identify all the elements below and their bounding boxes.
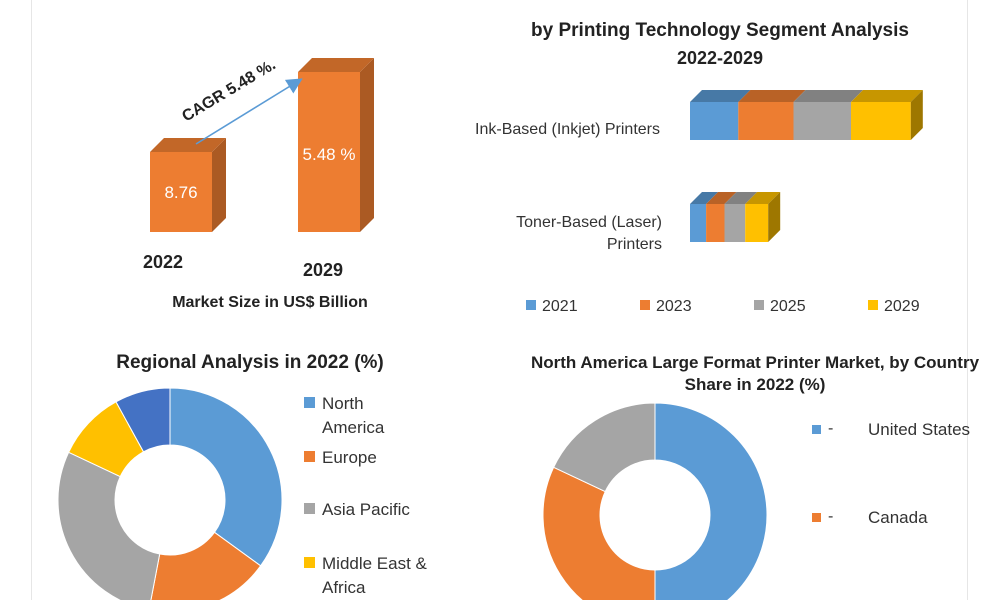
market-size-xlabel: Market Size in US$ Billion xyxy=(172,294,368,311)
x-tick-label-2029: 2029 xyxy=(303,260,343,280)
segment-title: by Printing Technology Segment Analysis xyxy=(531,20,909,41)
bar-2029 xyxy=(298,72,360,232)
regional-legend-item: Europe xyxy=(304,446,377,470)
bar-laser-2025 xyxy=(724,204,746,242)
bar-side-2022 xyxy=(212,138,226,232)
legend-label-2023: 2023 xyxy=(656,298,692,315)
bar-inkjet-2029 xyxy=(851,102,911,140)
legend-label-2025: 2025 xyxy=(770,298,806,315)
bar-top-inkjet-2021 xyxy=(690,90,751,102)
legend-label: Canada xyxy=(868,508,928,527)
x-tick-label-2022: 2022 xyxy=(143,252,183,272)
legend-swatch-2029 xyxy=(868,300,878,310)
bar-top-inkjet-2025 xyxy=(793,90,863,102)
bar-inkjet-2023 xyxy=(738,102,794,140)
country-donut-chart xyxy=(542,402,768,600)
legend-swatch xyxy=(812,513,821,522)
country-slice-2 xyxy=(552,402,656,493)
cagr-annotation: CAGR 5.48 %. xyxy=(179,56,278,125)
bar-data-label-2029: 5.48 % xyxy=(303,145,356,164)
regional-title: Regional Analysis in 2022 (%) xyxy=(116,352,384,373)
bar-laser-2021 xyxy=(690,204,707,242)
regional-slice-1 xyxy=(150,531,262,600)
regional-donut-chart xyxy=(57,387,283,600)
legend-label: Europe xyxy=(322,448,377,467)
legend-label: North America xyxy=(322,394,385,437)
bar-top-2029 xyxy=(298,58,374,72)
bar-side-2029 xyxy=(360,58,374,232)
regional-slice-0 xyxy=(169,387,283,567)
legend-label-2021: 2021 xyxy=(542,298,578,315)
legend-label: Asia Pacific xyxy=(322,500,410,519)
legend-label: United States xyxy=(868,420,971,439)
legend-marker: - xyxy=(828,508,834,525)
regional-panel: Regional Analysis in 2022 (%) North Ameri… xyxy=(0,340,500,600)
bar-top-laser-2025 xyxy=(724,192,758,204)
regional-legend-item: Middle East & Africa xyxy=(304,552,427,600)
category-label-laser-0: Toner-Based (Laser) xyxy=(516,214,662,231)
regional-slice-2 xyxy=(57,451,161,600)
legend-swatch xyxy=(812,425,821,434)
category-label-laser-1: Printers xyxy=(607,236,662,253)
legend-label-2029: 2029 xyxy=(884,298,920,315)
country-title-text: North America Large Format Printer Marke… xyxy=(530,353,980,394)
bar-top-laser-2029 xyxy=(745,192,781,204)
regional-legend-item: Asia Pacific xyxy=(304,498,410,522)
legend-swatch xyxy=(304,451,315,462)
bar-inkjet-2021 xyxy=(690,102,739,140)
legend-swatch-2025 xyxy=(754,300,764,310)
legend-marker: - xyxy=(828,420,834,437)
country-slice-0 xyxy=(654,402,768,600)
legend-swatch-2021 xyxy=(526,300,536,310)
country-slice-1 xyxy=(542,466,656,600)
country-legend-item: - United States xyxy=(812,420,970,440)
bar-end-inkjet xyxy=(910,90,923,140)
bar-top-laser-2021 xyxy=(690,192,719,204)
regional-legend-item: North America xyxy=(304,392,384,440)
legend-label: Middle East & Africa xyxy=(322,554,427,597)
bar-end-laser xyxy=(768,192,781,242)
legend-swatch xyxy=(304,397,315,408)
country-title: North America Large Format Printer Marke… xyxy=(530,352,980,396)
segment-panel: by Printing Technology Segment Analysis … xyxy=(440,0,1000,340)
bar-laser-2023 xyxy=(706,204,725,242)
bar-data-label-2022: 8.76 xyxy=(164,183,197,202)
bar-top-inkjet-2023 xyxy=(738,90,806,102)
regional-slice-4 xyxy=(115,387,171,453)
legend-swatch xyxy=(304,557,315,568)
bar-2022 xyxy=(150,152,212,232)
bar-top-laser-2023 xyxy=(706,192,737,204)
bar-top-inkjet-2029 xyxy=(851,90,923,102)
category-label-inkjet-0: Ink-Based (Inkjet) Printers xyxy=(475,121,660,138)
market-size-panel: 8.76 2022 5.48 % 2029 CAGR 5.48 %. Market Si… xyxy=(0,0,460,340)
bar-laser-2029 xyxy=(745,204,769,242)
segment-subtitle: 2022-2029 xyxy=(676,48,764,68)
market-size-chart: 8.76 2022 5.48 % 2029 CAGR 5.48 %. xyxy=(143,56,374,280)
bar-top-2022 xyxy=(150,138,226,152)
cagr-arrow xyxy=(195,78,303,145)
country-panel: North America Large Format Printer Marke… xyxy=(500,340,1000,600)
legend-swatch-2023 xyxy=(640,300,650,310)
country-legend-item: - Canada xyxy=(812,508,928,528)
legend-swatch xyxy=(304,503,315,514)
bar-inkjet-2025 xyxy=(793,102,851,140)
segment-chart: Ink-Based (Inkjet) Printers Toner-Based (… xyxy=(475,90,923,315)
